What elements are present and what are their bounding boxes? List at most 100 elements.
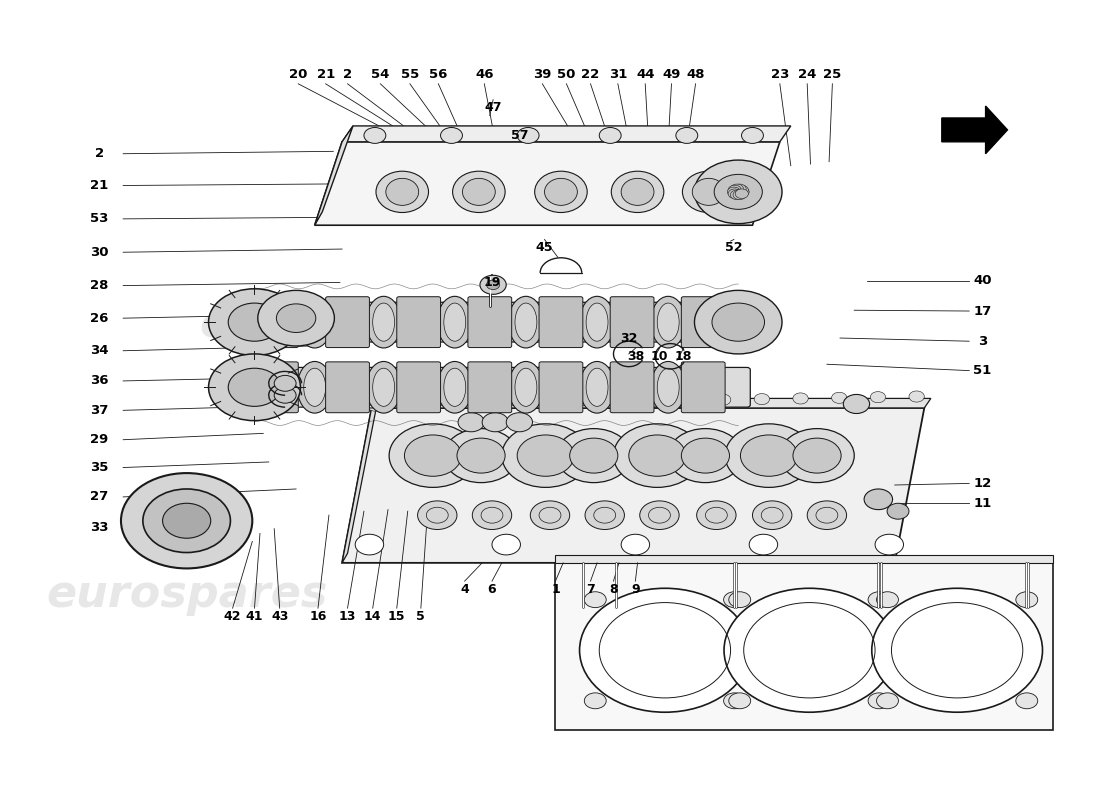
Text: 7: 7: [586, 582, 595, 595]
Circle shape: [355, 534, 384, 555]
Ellipse shape: [658, 368, 679, 406]
Circle shape: [492, 534, 520, 555]
Ellipse shape: [462, 178, 495, 206]
FancyBboxPatch shape: [477, 394, 487, 406]
FancyBboxPatch shape: [326, 297, 370, 347]
Circle shape: [730, 190, 744, 200]
Ellipse shape: [373, 303, 395, 342]
Text: 36: 36: [90, 374, 108, 387]
Circle shape: [729, 592, 750, 608]
Circle shape: [876, 534, 903, 555]
Circle shape: [735, 189, 748, 198]
Text: 54: 54: [371, 68, 389, 81]
Circle shape: [584, 592, 606, 608]
Circle shape: [483, 398, 498, 409]
Polygon shape: [337, 388, 616, 408]
Circle shape: [557, 429, 631, 482]
Circle shape: [730, 184, 744, 194]
Text: 38: 38: [627, 350, 644, 363]
FancyBboxPatch shape: [251, 367, 750, 407]
FancyBboxPatch shape: [444, 394, 454, 406]
Circle shape: [209, 289, 300, 355]
Circle shape: [877, 693, 899, 709]
Circle shape: [561, 397, 576, 408]
Circle shape: [733, 184, 746, 194]
Ellipse shape: [580, 296, 615, 348]
Text: 2: 2: [95, 147, 103, 160]
Circle shape: [456, 438, 505, 473]
Text: 49: 49: [662, 68, 681, 81]
Circle shape: [725, 424, 813, 487]
Circle shape: [389, 424, 476, 487]
FancyBboxPatch shape: [412, 394, 422, 406]
FancyBboxPatch shape: [488, 394, 498, 406]
Circle shape: [729, 693, 750, 709]
Ellipse shape: [651, 296, 685, 348]
Text: 44: 44: [636, 68, 654, 81]
FancyBboxPatch shape: [576, 394, 586, 406]
Circle shape: [406, 399, 421, 410]
Text: 42: 42: [224, 610, 241, 622]
Circle shape: [712, 303, 764, 342]
FancyBboxPatch shape: [499, 394, 509, 406]
Circle shape: [724, 588, 894, 712]
FancyBboxPatch shape: [468, 362, 512, 413]
Circle shape: [694, 160, 782, 224]
FancyBboxPatch shape: [402, 394, 411, 406]
Polygon shape: [342, 126, 791, 142]
Ellipse shape: [586, 368, 608, 406]
Circle shape: [472, 501, 512, 530]
FancyBboxPatch shape: [539, 297, 583, 347]
Ellipse shape: [651, 362, 685, 413]
Circle shape: [580, 588, 750, 712]
Ellipse shape: [304, 368, 326, 406]
Text: 12: 12: [974, 477, 991, 490]
Ellipse shape: [612, 171, 663, 213]
Circle shape: [877, 592, 899, 608]
Circle shape: [441, 127, 462, 143]
FancyBboxPatch shape: [468, 297, 512, 347]
Circle shape: [502, 424, 590, 487]
Text: 30: 30: [90, 246, 108, 258]
Ellipse shape: [508, 296, 543, 348]
Circle shape: [694, 290, 782, 354]
Circle shape: [793, 393, 808, 404]
Text: 11: 11: [974, 497, 991, 510]
FancyBboxPatch shape: [434, 394, 443, 406]
Ellipse shape: [544, 178, 578, 206]
Polygon shape: [372, 398, 931, 408]
Circle shape: [675, 127, 697, 143]
Circle shape: [367, 400, 383, 411]
Circle shape: [584, 693, 606, 709]
Circle shape: [728, 186, 741, 194]
Ellipse shape: [452, 171, 505, 213]
Text: 40: 40: [974, 274, 991, 287]
FancyBboxPatch shape: [397, 297, 441, 347]
Text: 41: 41: [245, 610, 263, 622]
Circle shape: [274, 375, 296, 391]
Ellipse shape: [658, 303, 679, 342]
FancyBboxPatch shape: [455, 394, 465, 406]
Circle shape: [681, 438, 729, 473]
Circle shape: [600, 127, 621, 143]
Polygon shape: [942, 106, 1008, 154]
Text: 56: 56: [429, 68, 448, 81]
Text: 26: 26: [90, 312, 108, 325]
Text: 33: 33: [90, 521, 108, 534]
Text: 16: 16: [309, 610, 327, 622]
Circle shape: [696, 501, 736, 530]
Text: 24: 24: [798, 68, 816, 81]
Circle shape: [807, 501, 847, 530]
Ellipse shape: [438, 362, 472, 413]
Text: 29: 29: [90, 434, 108, 446]
Ellipse shape: [438, 296, 472, 348]
Text: 45: 45: [536, 241, 553, 254]
Text: 27: 27: [90, 490, 108, 503]
Circle shape: [735, 186, 748, 194]
Text: 47: 47: [484, 101, 502, 114]
Ellipse shape: [621, 178, 654, 206]
Text: 37: 37: [90, 404, 108, 417]
Circle shape: [418, 501, 456, 530]
Circle shape: [865, 489, 892, 510]
Circle shape: [736, 187, 749, 197]
